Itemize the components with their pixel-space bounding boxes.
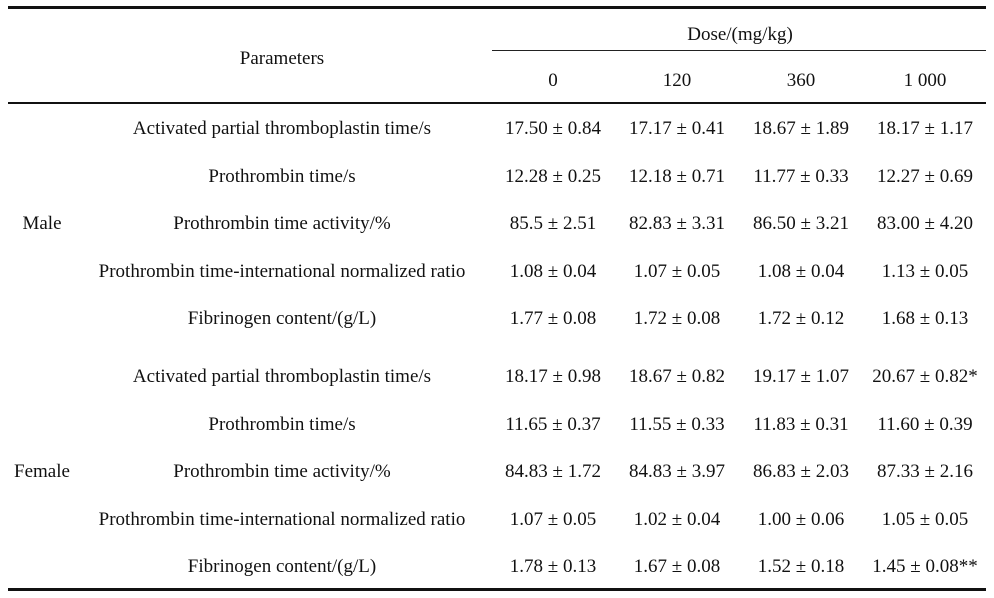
parameter-label: Prothrombin time activity/% xyxy=(173,213,391,234)
parameter-label: Prothrombin time-international normalize… xyxy=(98,260,466,282)
dose-col-3: 1 000 xyxy=(903,70,947,91)
value-cell: 1.07 ± 0.05 xyxy=(633,260,721,282)
value-cell: 1.07 ± 0.05 xyxy=(509,508,597,530)
parameter-label: Fibrinogen content/(g/L) xyxy=(187,556,377,577)
dose-header-rule xyxy=(492,50,986,51)
value-cell: 12.27 ± 0.69 xyxy=(877,165,973,187)
table-bottom-rule xyxy=(8,588,986,591)
value-cell: 84.83 ± 3.97 xyxy=(629,461,725,482)
value-cell: 17.50 ± 0.84 xyxy=(505,118,601,139)
value-cell: 19.17 ± 1.07 xyxy=(753,366,849,387)
group-label-female: Female xyxy=(14,461,70,482)
table-header-rule xyxy=(8,102,986,104)
value-cell: 18.17 ± 0.98 xyxy=(505,366,601,387)
parameter-label: Fibrinogen content/(g/L) xyxy=(187,308,377,329)
value-cell: 12.28 ± 0.25 xyxy=(505,165,601,187)
value-cell: 1.45 ± 0.08** xyxy=(872,556,978,577)
value-cell: 86.50 ± 3.21 xyxy=(753,213,849,234)
dose-header: Dose/(mg/kg) xyxy=(687,24,793,45)
value-cell: 85.5 ± 2.51 xyxy=(509,213,597,234)
dose-col-0: 0 xyxy=(548,70,558,91)
value-cell: 11.77 ± 0.33 xyxy=(753,165,849,187)
parameter-label: Prothrombin time/s xyxy=(208,413,356,435)
parameter-label: Prothrombin time activity/% xyxy=(173,461,391,482)
value-cell: 1.78 ± 0.13 xyxy=(509,556,597,577)
value-cell: 1.67 ± 0.08 xyxy=(633,556,721,577)
value-cell: 20.67 ± 0.82* xyxy=(872,366,978,387)
value-cell: 1.72 ± 0.12 xyxy=(757,308,845,329)
value-cell: 1.77 ± 0.08 xyxy=(509,308,597,329)
value-cell: 1.08 ± 0.04 xyxy=(757,260,845,282)
value-cell: 11.65 ± 0.37 xyxy=(505,413,601,435)
value-cell: 11.83 ± 0.31 xyxy=(753,413,849,435)
dose-col-1: 120 xyxy=(662,70,692,91)
value-cell: 17.17 ± 0.41 xyxy=(629,118,725,139)
value-cell: 18.67 ± 0.82 xyxy=(629,366,725,387)
value-cell: 1.72 ± 0.08 xyxy=(633,308,721,329)
parameter-label: Activated partial thromboplastin time/s xyxy=(132,366,432,387)
value-cell: 1.13 ± 0.05 xyxy=(881,260,969,282)
group-label-male: Male xyxy=(22,213,62,234)
value-cell: 86.83 ± 2.03 xyxy=(753,461,849,482)
value-cell: 12.18 ± 0.71 xyxy=(629,165,725,187)
parameter-label: Prothrombin time/s xyxy=(208,165,356,187)
value-cell: 18.67 ± 1.89 xyxy=(753,118,849,139)
value-cell: 1.68 ± 0.13 xyxy=(881,308,969,329)
parameters-header: Parameters xyxy=(239,48,325,69)
table-top-rule xyxy=(8,6,986,9)
value-cell: 87.33 ± 2.16 xyxy=(877,461,973,482)
value-cell: 1.52 ± 0.18 xyxy=(757,556,845,577)
value-cell: 11.55 ± 0.33 xyxy=(629,413,725,435)
value-cell: 11.60 ± 0.39 xyxy=(877,413,973,435)
value-cell: 1.08 ± 0.04 xyxy=(509,260,597,282)
dose-col-2: 360 xyxy=(786,70,816,91)
value-cell: 82.83 ± 3.31 xyxy=(629,213,725,234)
value-cell: 18.17 ± 1.17 xyxy=(877,118,973,139)
value-cell: 1.05 ± 0.05 xyxy=(881,508,969,530)
value-cell: 1.00 ± 0.06 xyxy=(757,508,845,530)
value-cell: 84.83 ± 1.72 xyxy=(505,461,601,482)
parameter-label: Prothrombin time-international normalize… xyxy=(98,508,466,530)
value-cell: 1.02 ± 0.04 xyxy=(633,508,721,530)
value-cell: 83.00 ± 4.20 xyxy=(877,213,973,234)
parameter-label: Activated partial thromboplastin time/s xyxy=(132,118,432,139)
